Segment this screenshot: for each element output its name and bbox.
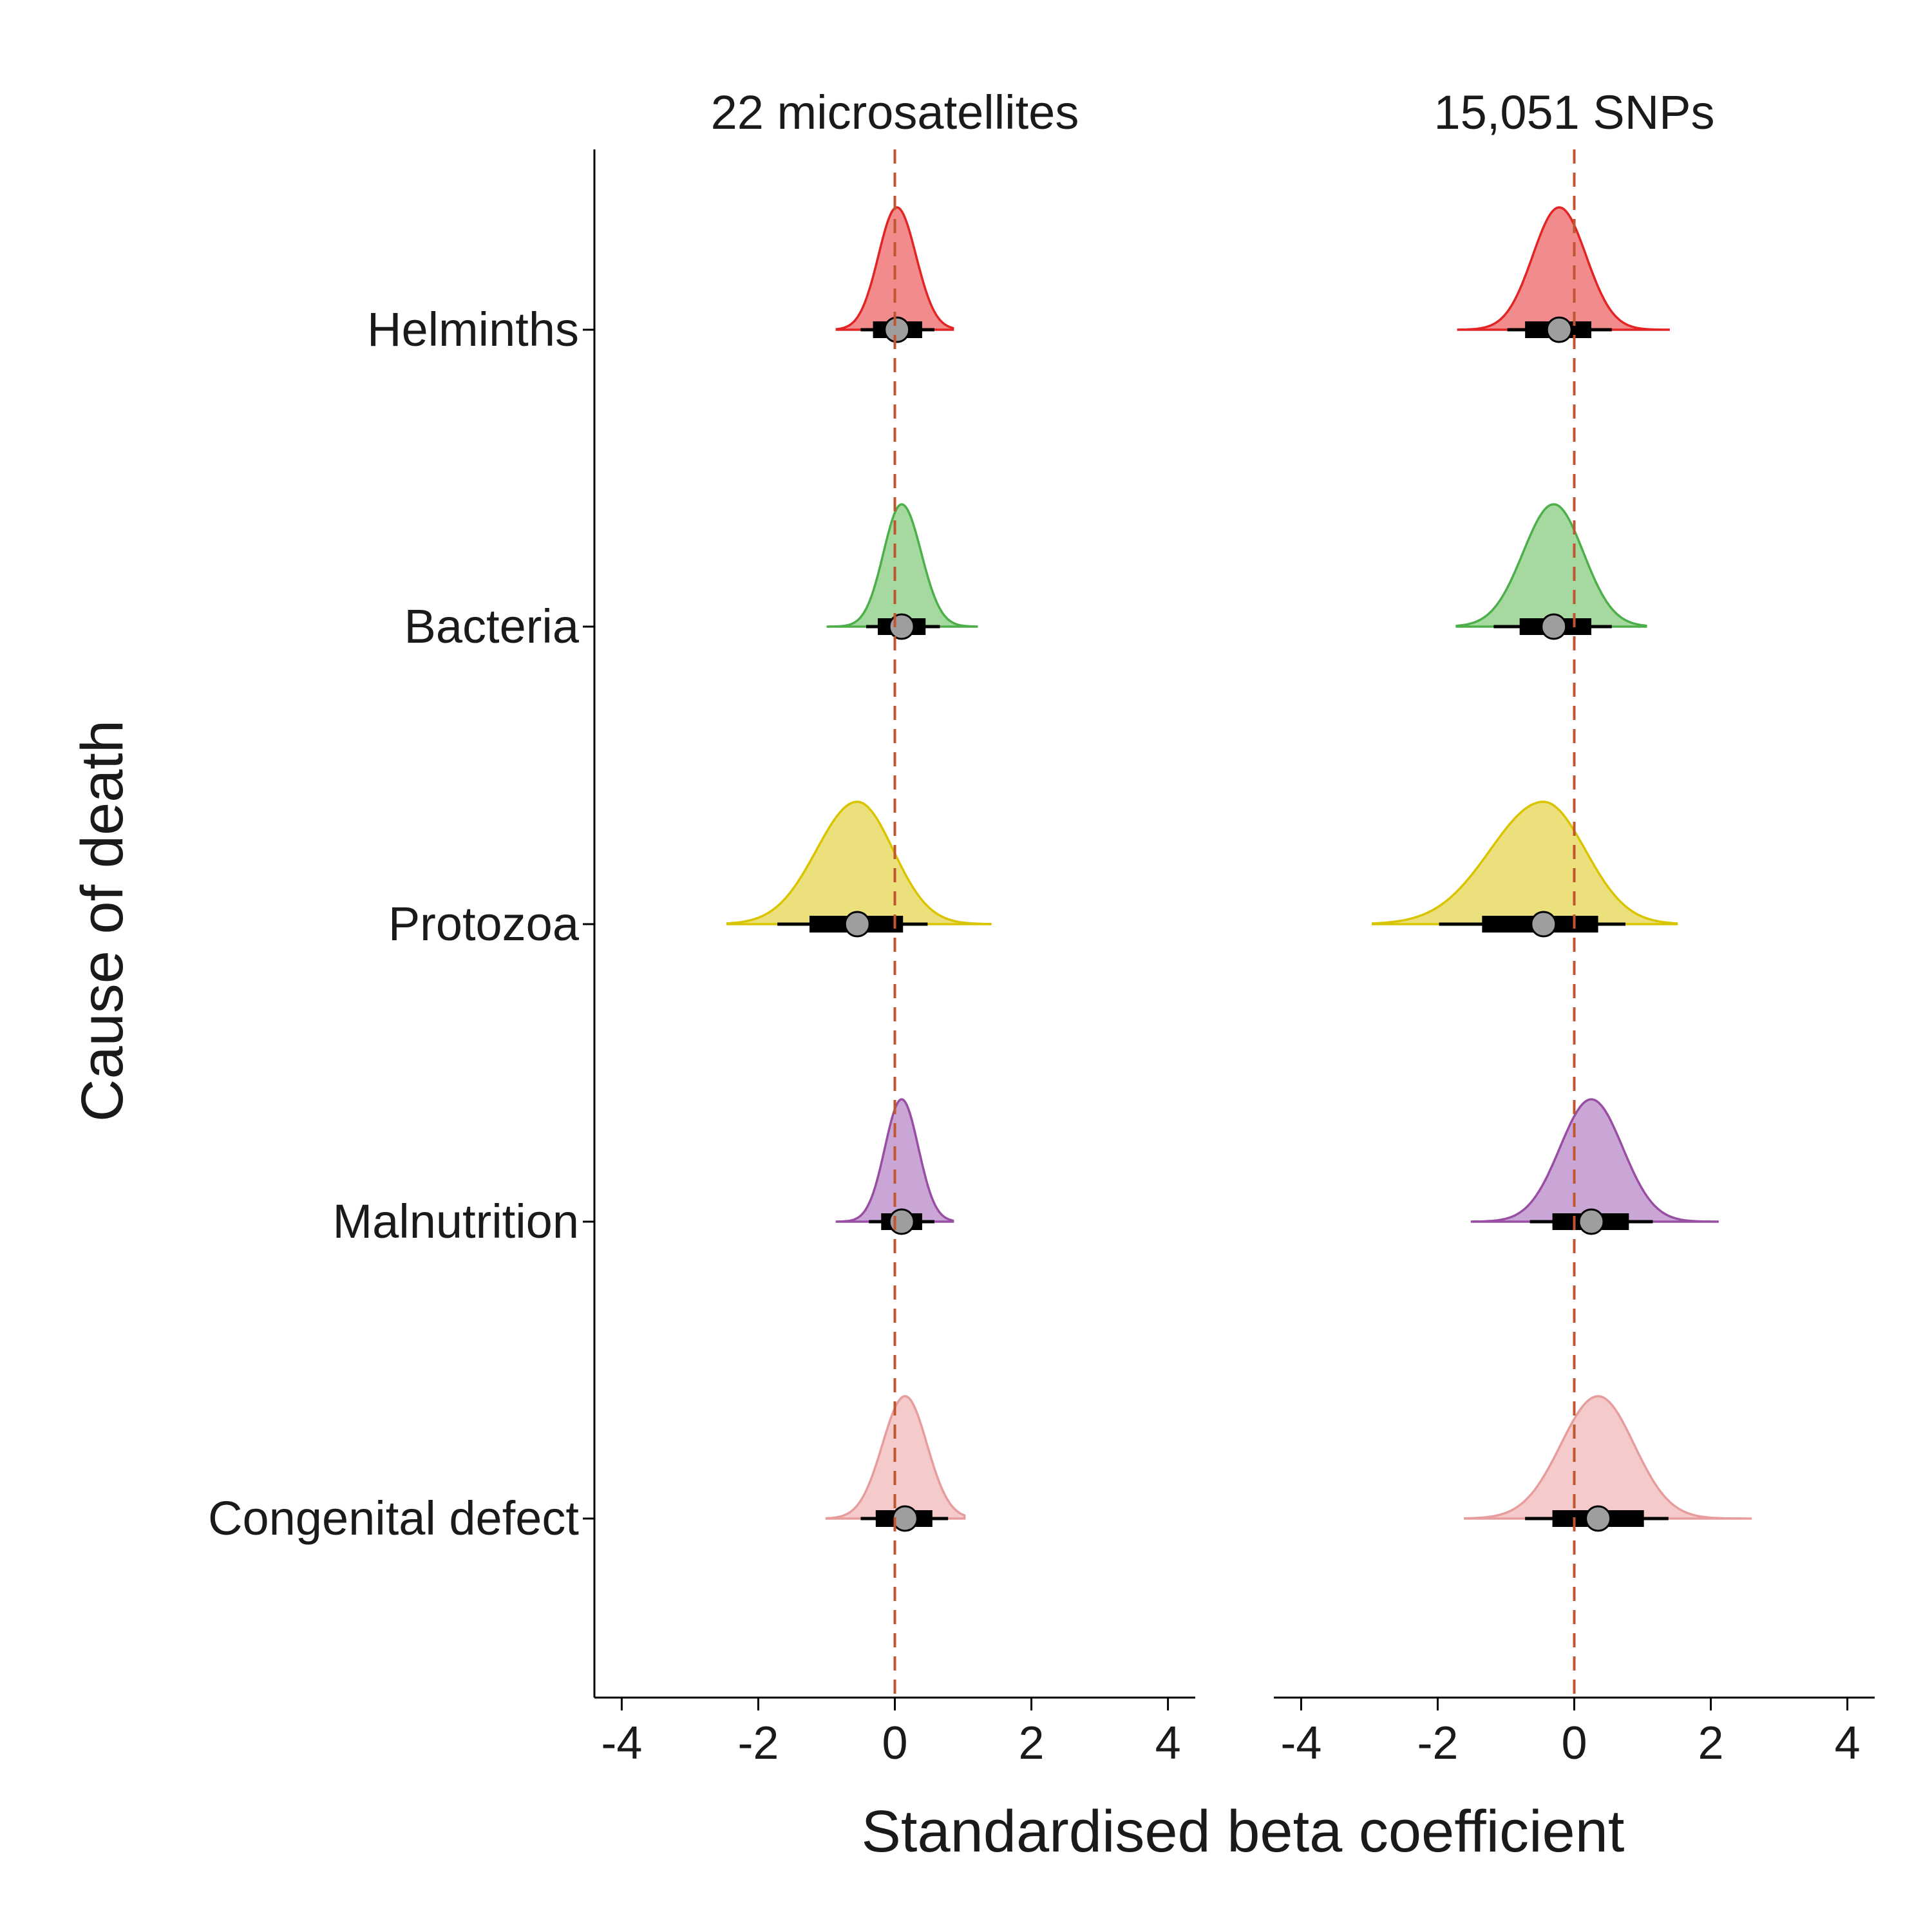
median-point (891, 1505, 918, 1532)
x-tick-label: 2 (1019, 1718, 1045, 1769)
x-tick-label: 0 (1561, 1718, 1587, 1769)
median-point (1530, 911, 1557, 938)
series-malnutrition (835, 1098, 954, 1235)
panel-2: 15,051 SNPs -4 -2 0 2 4 (1274, 86, 1875, 1769)
median-point (888, 613, 915, 640)
x-tick-label: 0 (882, 1718, 907, 1769)
category-label-protozoa: Protozoa (388, 897, 580, 951)
panels: 22 microsatellites -4 -2 0 2 4 Helminths Bacter… (208, 86, 1875, 1769)
panel-title: 15,051 SNPs (1434, 86, 1714, 139)
series-bacteria (1455, 503, 1647, 640)
category-label-bacteria: Bacteria (404, 600, 580, 653)
x-tick-label: -4 (1280, 1718, 1321, 1769)
panel-1: 22 microsatellites -4 -2 0 2 4 Helminths Bacter… (208, 86, 1195, 1769)
x-tick-label: -2 (1417, 1718, 1458, 1769)
x-tick-label: 2 (1698, 1718, 1724, 1769)
category-label-congenital-defect: Congenital defect (208, 1492, 579, 1545)
median-point (888, 1208, 915, 1235)
y-axis-title: Cause of death (70, 720, 135, 1122)
density-protozoa (1371, 800, 1678, 925)
median-point (884, 316, 911, 343)
panel-title: 22 microsatellites (711, 86, 1079, 139)
median-point (1585, 1505, 1612, 1532)
series-congenital-defect (1464, 1395, 1752, 1532)
median-point (1546, 316, 1573, 343)
density-bacteria (826, 503, 978, 628)
density-malnutrition (1470, 1098, 1719, 1223)
category-label-malnutrition: Malnutrition (332, 1195, 579, 1248)
series-bacteria (826, 503, 978, 640)
median-point (844, 911, 871, 938)
series-malnutrition (1470, 1098, 1719, 1235)
median-point (1540, 613, 1567, 640)
series-protozoa (1371, 800, 1678, 938)
series-protozoa (726, 800, 992, 938)
series-helminths (1457, 206, 1670, 343)
density-protozoa (726, 800, 992, 925)
density-helminths (1457, 206, 1670, 331)
x-tick-label: -4 (601, 1718, 642, 1769)
density-bacteria (1455, 503, 1647, 628)
series-congenital-defect (825, 1395, 966, 1532)
x-axis-title: Standardised beta coefficient (862, 1799, 1625, 1864)
x-tick-label: -2 (737, 1718, 779, 1769)
x-tick-label: 4 (1155, 1718, 1181, 1769)
x-tick-label: 4 (1835, 1718, 1861, 1769)
category-label-helminths: Helminths (367, 303, 579, 356)
density-congenital-defect (1464, 1395, 1752, 1520)
median-point (1578, 1208, 1605, 1235)
